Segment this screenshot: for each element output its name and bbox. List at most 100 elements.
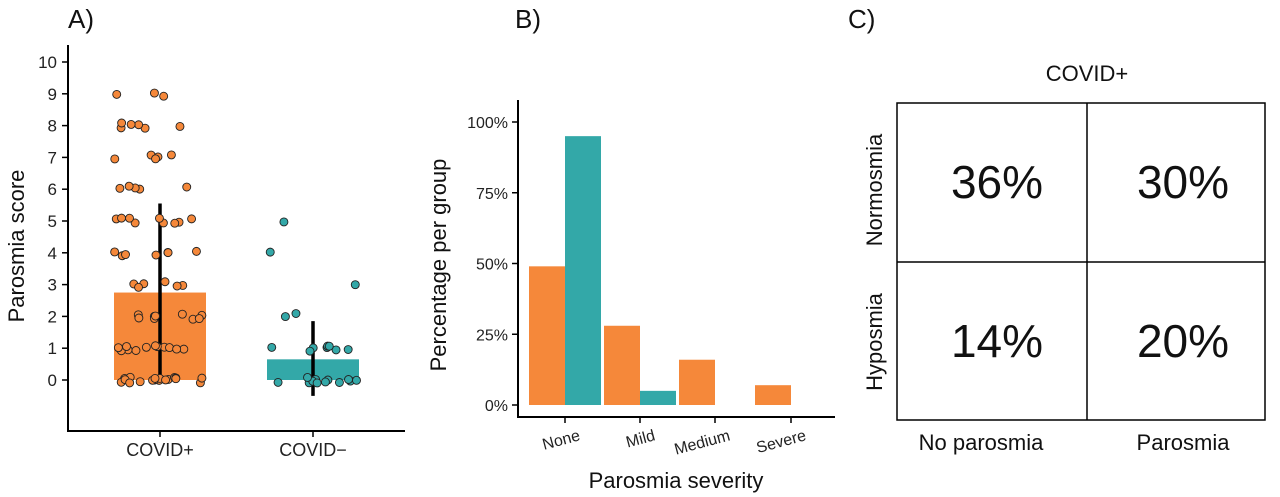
panel-a-point <box>279 217 289 227</box>
panel-a-xtick-label: COVID+ <box>126 440 194 460</box>
panel-a-ytick-label: 3 <box>48 276 57 295</box>
panel-a-point <box>177 309 187 319</box>
panel-a-point <box>160 277 170 287</box>
panel-a-point <box>175 121 185 131</box>
panel-a-point <box>115 183 125 193</box>
panel-b-xtick-label: None <box>541 427 582 453</box>
panel-a-point <box>134 313 144 323</box>
panel-a-ytick-label: 6 <box>48 180 57 199</box>
panel-a-ytick-label: 9 <box>48 85 57 104</box>
panel-a-point <box>343 345 353 354</box>
panel-a-point <box>165 343 174 353</box>
panel-a-point <box>187 214 197 224</box>
panel-b-bar <box>755 385 791 405</box>
panel-a-point <box>172 281 182 291</box>
panel-a-point <box>131 346 141 355</box>
panel-a-point <box>149 88 159 98</box>
panel-a-point <box>305 346 315 356</box>
panel-a-point <box>150 341 160 351</box>
cell-normosmia-parosmia: 30% <box>1137 156 1229 208</box>
panel-a-ytick-label: 0 <box>48 371 57 390</box>
panel-b-bar <box>640 390 676 405</box>
panel-b-ytick-label: 50% <box>476 257 508 274</box>
panel-a-point <box>151 154 160 164</box>
panel-a-point <box>121 250 130 260</box>
panel-a-point <box>334 378 344 387</box>
cell-normosmia-no-parosmia: 36% <box>951 156 1043 208</box>
row-label-hyposmia: Hyposmia <box>862 292 887 391</box>
panel-a-point <box>197 373 207 383</box>
panel-a-point <box>124 181 134 191</box>
panel-a-label: A) <box>68 4 94 34</box>
panel-b-bars <box>529 136 791 405</box>
panel-a-point <box>122 342 131 351</box>
panel-a-point <box>161 375 171 385</box>
panel-a-point <box>163 248 173 258</box>
panel-a-point <box>172 344 182 354</box>
panel-a-point <box>320 377 330 387</box>
panel-a-yticks: 0 1 2 3 4 5 6 7 8 9 10 <box>38 53 68 390</box>
panel-b-yticks: 0% 25% 50% 75% 100% <box>467 115 518 415</box>
panel-a-point <box>134 282 143 292</box>
panel-a-ytick-label: 10 <box>38 53 57 72</box>
panel-a-point <box>267 342 277 352</box>
panel-a-bars <box>114 292 359 380</box>
panel-a-point <box>135 377 145 387</box>
col-label-no-parosmia: No parosmia <box>919 430 1044 455</box>
panel-a-point <box>352 375 361 385</box>
panel-a-point <box>324 341 334 351</box>
panel-a-xtick-label: COVID− <box>279 440 347 460</box>
panel-b: B) Percentage per group Parosmia severit… <box>426 4 835 493</box>
panel-a-point <box>113 343 123 353</box>
panel-a-point <box>350 280 360 290</box>
panel-b-xtick-label: Severe <box>755 427 808 457</box>
panel-b-bar <box>529 266 565 405</box>
panel-b-ytick-label: 100% <box>467 115 508 132</box>
panel-a-points <box>110 88 361 388</box>
panel-b-bar <box>565 136 601 405</box>
panel-a-point <box>110 154 120 164</box>
panel-a-point <box>151 250 161 260</box>
panel-a-ytick-label: 4 <box>48 244 57 263</box>
panel-b-bar <box>604 325 640 405</box>
panel-a-point <box>151 311 160 321</box>
panel-b-ylabel: Percentage per group <box>426 159 451 372</box>
row-label-normosmia: Normosmia <box>862 133 887 246</box>
panel-b-xtick-label: Medium <box>673 427 732 458</box>
panel-a-point <box>303 373 312 382</box>
panel-a-point <box>159 91 169 101</box>
panel-a-point <box>312 378 322 388</box>
panel-a-point <box>141 342 151 352</box>
panel-b-label: B) <box>515 4 541 34</box>
panel-a-ytick-label: 7 <box>48 148 57 167</box>
panel-a-point <box>265 247 275 257</box>
panel-a-xcats: COVID+ COVID− <box>126 431 347 460</box>
panel-c-title: COVID+ <box>1046 61 1129 86</box>
panel-a-point <box>192 246 201 256</box>
panel-a-point <box>134 120 144 130</box>
panel-a-point <box>291 309 301 318</box>
panel-c-label: C) <box>848 4 875 34</box>
panel-a-point <box>170 218 180 228</box>
panel-a-point <box>166 150 176 160</box>
panel-a-point <box>130 218 140 228</box>
panel-a-point <box>110 247 120 257</box>
panel-a-point <box>117 118 127 128</box>
panel-a-ytick-label: 8 <box>48 117 57 136</box>
panel-b-xlabel: Parosmia severity <box>589 468 764 493</box>
panel-c: C) COVID+ Normosmia Hyposmia No parosmia… <box>848 4 1266 455</box>
panel-a-point <box>171 374 181 384</box>
panel-b-xtick-label: Mild <box>624 427 657 451</box>
panel-a-ytick-label: 5 <box>48 212 57 231</box>
panel-b-xcats: None Mild Medium Severe <box>541 417 808 459</box>
panel-b-bar <box>679 359 715 405</box>
panel-a-point <box>125 378 135 388</box>
panel-a-ytick-label: 1 <box>48 339 57 358</box>
panel-b-ytick-label: 75% <box>476 186 508 203</box>
panel-a-point <box>154 213 164 223</box>
panel-a-point <box>125 213 134 223</box>
cell-hyposmia-no-parosmia: 14% <box>951 315 1043 367</box>
panel-b-ytick-label: 0% <box>485 398 508 415</box>
